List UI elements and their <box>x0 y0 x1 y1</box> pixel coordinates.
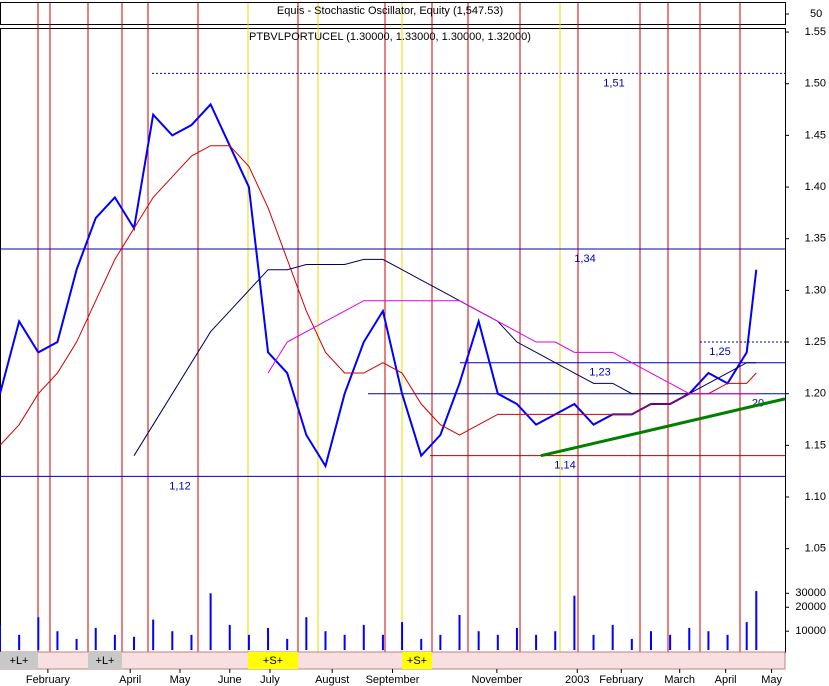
y-tick-label: 1.45 <box>805 129 826 141</box>
strip-block <box>88 652 122 669</box>
level-label: 1,12 <box>169 480 190 492</box>
volume-bar <box>755 591 758 650</box>
x-tick-label: May <box>761 674 782 686</box>
volume-tick-label: 20000 <box>795 601 826 613</box>
volume-bar <box>458 614 461 650</box>
trendline <box>540 397 786 458</box>
y-tick-label: 1.30 <box>805 284 826 296</box>
volume-bar <box>0 624 1 650</box>
x-tick-label: 2003 <box>565 674 589 686</box>
strip-label: +L+ <box>10 655 29 667</box>
volume-bar <box>37 617 40 650</box>
volume-bar <box>305 617 308 650</box>
volume-bar <box>649 631 652 650</box>
volume-bar <box>592 634 595 650</box>
strip-label: +S+ <box>407 655 427 667</box>
strip-label: +S+ <box>263 655 283 667</box>
y-tick-label: 1.15 <box>805 439 826 451</box>
volume-bar <box>688 627 691 650</box>
volume-bar <box>94 627 97 650</box>
level-label: 1,34 <box>574 253 595 265</box>
strip-block <box>248 652 298 669</box>
signal-lines <box>37 3 741 652</box>
volume-bar <box>113 634 116 650</box>
y-tick-label: 1.25 <box>805 336 826 348</box>
y-tick-label: 1.20 <box>805 388 826 400</box>
series-line <box>267 300 757 395</box>
volume-bar <box>56 631 59 650</box>
volume-bar <box>401 622 404 650</box>
volume-bar <box>190 634 193 650</box>
volume-bar <box>573 595 576 650</box>
volume-bar <box>726 634 729 650</box>
level-label: 1,51 <box>603 77 624 89</box>
series-line <box>0 145 757 446</box>
volume-bar <box>247 634 250 650</box>
x-tick-label: August <box>315 674 349 686</box>
x-tick-label: April <box>119 674 141 686</box>
volume-bar <box>439 634 442 650</box>
volume-bar <box>267 627 270 650</box>
volume-bar <box>554 631 557 650</box>
y-tick-label: 1.50 <box>805 78 826 90</box>
volume-tick-label: 30000 <box>795 587 826 599</box>
x-tick-label: February <box>26 674 71 686</box>
x-tick-label: April <box>715 674 737 686</box>
volume-bar <box>133 636 136 650</box>
volume-bar <box>707 631 710 650</box>
x-tick-label: March <box>664 674 695 686</box>
y-tick-label: 1.55 <box>805 26 826 38</box>
x-tick-label: June <box>218 674 242 686</box>
indicator-tick-label: 50 <box>810 8 822 20</box>
x-tick-label: November <box>471 674 522 686</box>
y-tick-label: 1.35 <box>805 233 826 245</box>
volume-bar <box>420 638 423 650</box>
volume-bar <box>171 631 174 650</box>
y-tick-label: 1.05 <box>805 543 826 555</box>
volume-bar <box>343 634 346 650</box>
volume-bar <box>745 622 748 650</box>
volume-bar <box>152 619 155 650</box>
strip-block <box>0 652 38 669</box>
volume-bar <box>286 638 289 650</box>
volume-bar <box>669 634 672 650</box>
volume-bar <box>228 624 231 650</box>
strip-block <box>402 652 432 669</box>
volume-bar <box>209 593 212 650</box>
x-tick-label: May <box>170 674 191 686</box>
y-tick-label: 1.10 <box>805 491 826 503</box>
y-tick-label: 1.40 <box>805 181 826 193</box>
level-label: 1,14 <box>554 460 575 472</box>
volume-bar <box>362 624 365 650</box>
strip-label: +L+ <box>96 655 115 667</box>
chart-title: PTBVLPORTUCEL (1.30000, 1.33000, 1.30000… <box>249 31 531 43</box>
volume-bar <box>630 638 633 650</box>
volume-bar <box>535 634 538 650</box>
level-label: 1,25 <box>709 346 730 358</box>
level-label: 1,23 <box>589 367 610 379</box>
series-line <box>133 258 757 456</box>
volume-bar <box>496 634 499 650</box>
volume-tick-label: 10000 <box>795 625 826 637</box>
volume-bar <box>515 627 518 650</box>
x-tick-label: July <box>260 674 280 686</box>
volume-bar <box>611 624 614 650</box>
volume-bar <box>75 638 78 650</box>
volume-bar <box>18 634 21 650</box>
x-tick-label: February <box>599 674 644 686</box>
indicator-title: Equis - Stochastic Oscillator, Equity (1… <box>277 5 503 17</box>
x-tick-label: September <box>366 674 420 686</box>
volume-bar <box>477 631 480 650</box>
volume-bar <box>324 631 327 650</box>
volume-bar <box>381 634 384 650</box>
